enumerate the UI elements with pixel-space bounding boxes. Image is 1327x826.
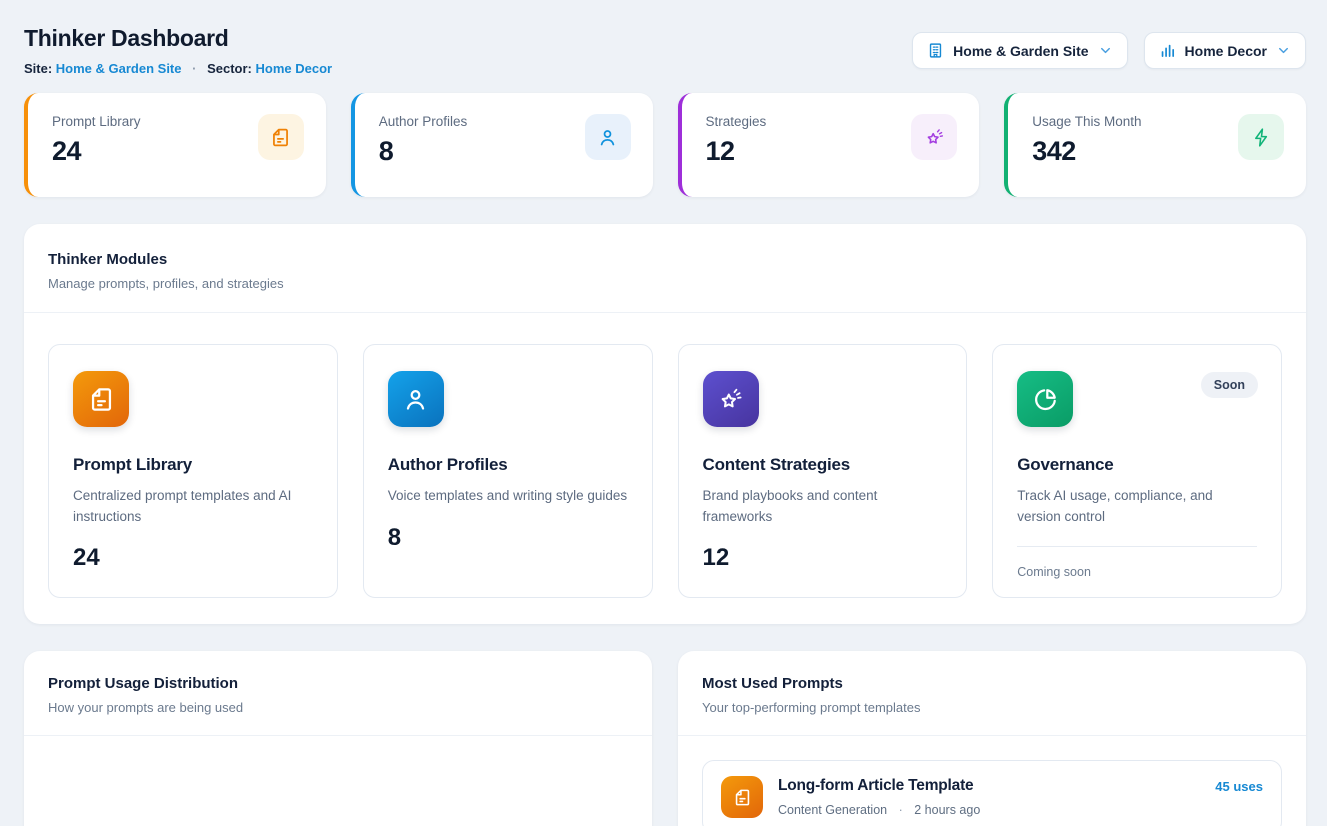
person-icon — [388, 371, 444, 427]
stat-card-author-profiles: Author Profiles 8 — [351, 93, 653, 197]
stat-card-usage: Usage This Month 342 — [1004, 93, 1306, 197]
sector-selector-dropdown[interactable]: Home Decor — [1144, 32, 1306, 69]
person-icon — [585, 114, 631, 160]
module-card-author-profiles[interactable]: Author Profiles Voice templates and writ… — [363, 344, 653, 598]
stats-row: Prompt Library 24 Author Profiles 8 Stra… — [24, 93, 1306, 197]
prompt-list-item[interactable]: Long-form Article Template Content Gener… — [702, 760, 1282, 826]
module-description: Centralized prompt templates and AI inst… — [73, 486, 313, 527]
module-title: Content Strategies — [703, 455, 943, 475]
stat-value: 24 — [52, 136, 141, 167]
stat-value: 342 — [1032, 136, 1141, 167]
bolt-icon — [1238, 114, 1284, 160]
usage-card-header: Prompt Usage Distribution How your promp… — [24, 651, 652, 736]
modules-panel-subtitle: Manage prompts, profiles, and strategies — [48, 276, 1282, 291]
module-card-governance[interactable]: Soon Governance Track AI usage, complian… — [992, 344, 1282, 598]
prompt-uses-badge: 45 uses — [1215, 779, 1263, 794]
thinker-modules-panel: Thinker Modules Manage prompts, profiles… — [24, 224, 1306, 624]
module-card-prompt-library[interactable]: Prompt Library Centralized prompt templa… — [48, 344, 338, 598]
stat-value: 12 — [706, 136, 767, 167]
module-title: Prompt Library — [73, 455, 313, 475]
modules-grid: Prompt Library Centralized prompt templa… — [24, 313, 1306, 624]
pie-chart-icon — [1017, 371, 1073, 427]
prompt-time: 2 hours ago — [914, 803, 980, 817]
meta-separator: · — [899, 803, 903, 817]
document-icon — [721, 776, 763, 818]
chevron-down-icon — [1098, 43, 1113, 58]
bar-chart-icon — [1159, 42, 1176, 59]
header-left: Thinker Dashboard Site: Home & Garden Si… — [24, 25, 332, 76]
building-icon — [927, 42, 944, 59]
site-label: Site: — [24, 61, 52, 76]
prompt-category: Content Generation — [778, 803, 887, 817]
stat-label: Strategies — [706, 114, 767, 129]
page-title: Thinker Dashboard — [24, 25, 332, 52]
breadcrumb: Site: Home & Garden Site · Sector: Home … — [24, 61, 332, 76]
site-selector-label: Home & Garden Site — [953, 43, 1088, 59]
module-description: Brand playbooks and content frameworks — [703, 486, 943, 527]
module-description: Track AI usage, compliance, and version … — [1017, 486, 1257, 527]
usage-card-title: Prompt Usage Distribution — [48, 675, 628, 692]
soon-badge: Soon — [1201, 372, 1258, 398]
usage-chart-area: 15% — [24, 736, 652, 826]
bottom-row: Prompt Usage Distribution How your promp… — [24, 651, 1306, 826]
stat-card-strategies: Strategies 12 — [678, 93, 980, 197]
module-count: 8 — [388, 524, 628, 552]
stat-label: Prompt Library — [52, 114, 141, 129]
document-icon — [73, 371, 129, 427]
sector-label: Sector: — [207, 61, 252, 76]
module-title: Governance — [1017, 455, 1257, 475]
module-description: Voice templates and writing style guides — [388, 486, 628, 507]
document-icon — [258, 114, 304, 160]
prompts-card-header: Most Used Prompts Your top-performing pr… — [678, 651, 1306, 736]
star-spark-icon — [703, 371, 759, 427]
prompts-list: Long-form Article Template Content Gener… — [678, 736, 1306, 826]
modules-panel-title: Thinker Modules — [48, 251, 1282, 268]
dashboard-page: Thinker Dashboard Site: Home & Garden Si… — [0, 0, 1327, 826]
page-header: Thinker Dashboard Site: Home & Garden Si… — [24, 0, 1306, 76]
module-count: 12 — [703, 544, 943, 572]
prompt-title: Long-form Article Template — [778, 777, 1200, 795]
prompts-card-title: Most Used Prompts — [702, 675, 1282, 692]
usage-card-subtitle: How your prompts are being used — [48, 700, 628, 715]
usage-distribution-card: Prompt Usage Distribution How your promp… — [24, 651, 652, 826]
divider — [1017, 546, 1257, 547]
site-selector-dropdown[interactable]: Home & Garden Site — [912, 32, 1127, 69]
sector-selector-label: Home Decor — [1185, 43, 1267, 59]
stat-label: Author Profiles — [379, 114, 468, 129]
breadcrumb-separator: · — [192, 61, 196, 76]
prompts-card-subtitle: Your top-performing prompt templates — [702, 700, 1282, 715]
module-count: 24 — [73, 544, 313, 572]
stat-value: 8 — [379, 136, 468, 167]
module-title: Author Profiles — [388, 455, 628, 475]
stat-label: Usage This Month — [1032, 114, 1141, 129]
star-spark-icon — [911, 114, 957, 160]
module-card-content-strategies[interactable]: Content Strategies Brand playbooks and c… — [678, 344, 968, 598]
sector-link[interactable]: Home Decor — [256, 61, 333, 76]
module-footer: Coming soon — [1017, 565, 1257, 579]
most-used-prompts-card: Most Used Prompts Your top-performing pr… — [678, 651, 1306, 826]
stat-card-prompt-library: Prompt Library 24 — [24, 93, 326, 197]
prompt-meta: Content Generation · 2 hours ago — [778, 803, 1200, 817]
modules-panel-header: Thinker Modules Manage prompts, profiles… — [24, 224, 1306, 313]
chevron-down-icon — [1276, 43, 1291, 58]
header-actions: Home & Garden Site Home Decor — [912, 32, 1306, 69]
site-link[interactable]: Home & Garden Site — [56, 61, 182, 76]
